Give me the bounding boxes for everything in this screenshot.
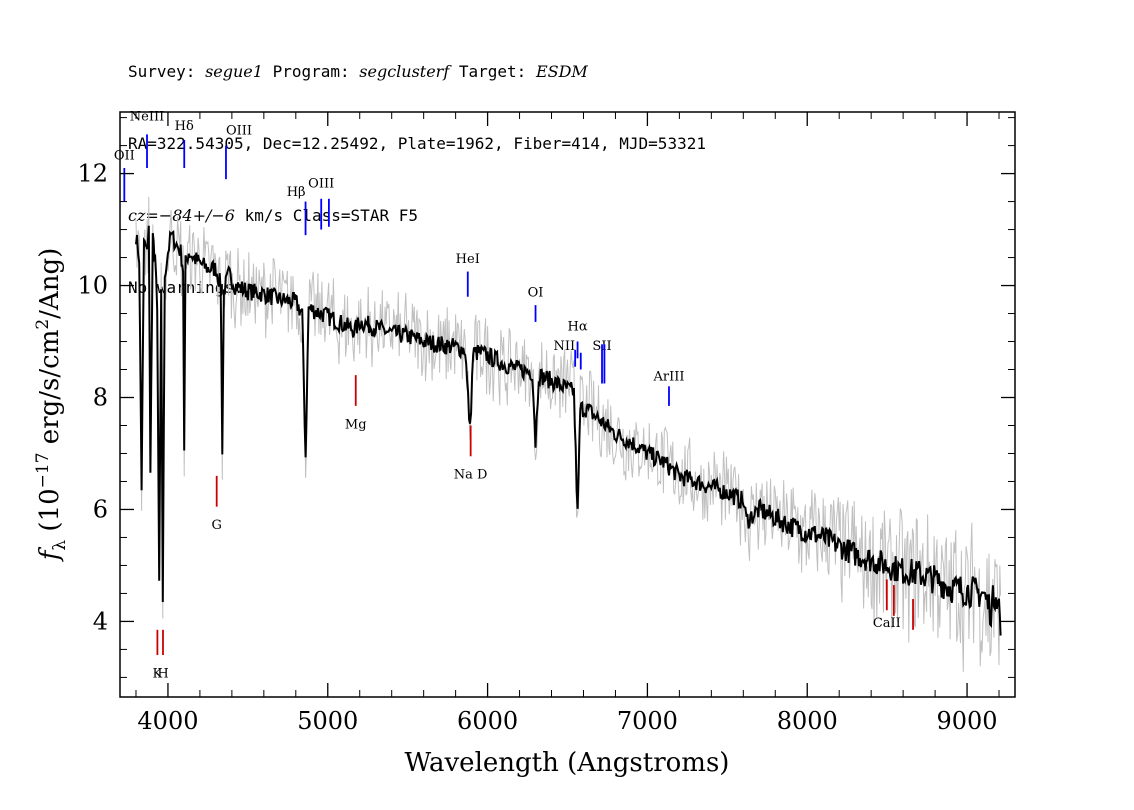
absorption-line-label: H	[157, 666, 168, 681]
x-tick-label: 4000	[137, 707, 198, 735]
header-line-coordinates: RA=322.54305, Dec=12.25492, Plate=1962, …	[128, 134, 706, 153]
x-tick-label: 6000	[457, 707, 518, 735]
spectrum-header: Survey: segue1 Program: segclusterf Targ…	[128, 12, 706, 324]
x-tick-label: 8000	[777, 707, 838, 735]
spectrum-line	[135, 225, 1002, 636]
header-line-survey: Survey: segue1 Program: segclusterf Targ…	[128, 60, 706, 84]
emission-line-label: ArIII	[652, 370, 684, 385]
program-label: Program:	[262, 62, 360, 81]
emission-line-label: OIII	[226, 123, 252, 138]
target-value: ESDM	[535, 62, 588, 81]
target-label: Target:	[449, 62, 536, 81]
header-line-redshift: cz=−84+/−6 km/s Class=STAR F5	[128, 204, 706, 228]
emission-line-label: SII	[592, 339, 611, 354]
y-axis-label-part: −17	[33, 452, 53, 488]
y-axis-label-part: (10	[35, 488, 65, 540]
absorption-line-label: CaII	[873, 616, 901, 631]
emission-line-label: NeIII	[130, 109, 164, 124]
y-tick-label: 6	[93, 495, 108, 523]
spectrum-layer	[135, 225, 1002, 636]
axis-ticks: 4000 5000 6000 7000 8000 9000 4 6 8 10 12	[77, 112, 1015, 735]
emission-line-label: NII	[554, 339, 576, 354]
y-tick-label: 10	[77, 272, 108, 300]
plot-frame	[119, 111, 1016, 698]
emission-line-label: Hα	[568, 319, 588, 334]
emission-line-label: OI	[528, 286, 544, 301]
noisy-spectrum	[135, 196, 1002, 673]
y-axis-label: fλ (10−17 erg/s/cm2/Ang)	[33, 248, 70, 563]
y-axis-label-part: /Ang)	[35, 248, 65, 319]
absorption-line-label: K	[153, 666, 163, 681]
y-axis-label-part: 2	[33, 319, 53, 330]
absorption-line-label: Mg	[345, 417, 367, 432]
emission-line-label: OIII	[308, 177, 334, 192]
noisy-spectrum-layer	[135, 196, 1002, 673]
x-axis-label: Wavelength (Angstroms)	[405, 748, 730, 778]
cz-rest: km/s Class=STAR F5	[234, 206, 418, 225]
absorption-line-label: G	[211, 518, 221, 533]
y-axis-label-part: erg/s/cm	[35, 330, 65, 453]
program-value: segclusterf	[359, 62, 450, 81]
y-axis-label-part: λ	[50, 540, 70, 551]
x-tick-label: 5000	[297, 707, 358, 735]
emission-line-label: Hβ	[287, 185, 306, 200]
survey-value: segue1	[205, 62, 263, 81]
emission-line-label: HeI	[456, 252, 480, 267]
absorption-line-label: Na D	[454, 468, 488, 483]
cz-value: =−84+/−6	[145, 206, 235, 225]
y-tick-label: 8	[93, 384, 108, 412]
cz-label: cz	[128, 206, 146, 225]
emission-line-label: OII	[114, 149, 135, 164]
x-tick-label: 7000	[617, 707, 678, 735]
y-tick-label: 4	[93, 607, 108, 635]
emission-line-label: Hδ	[175, 119, 194, 134]
y-tick-label: 12	[77, 160, 108, 188]
x-tick-label: 9000	[937, 707, 998, 735]
survey-label: Survey:	[128, 62, 206, 81]
